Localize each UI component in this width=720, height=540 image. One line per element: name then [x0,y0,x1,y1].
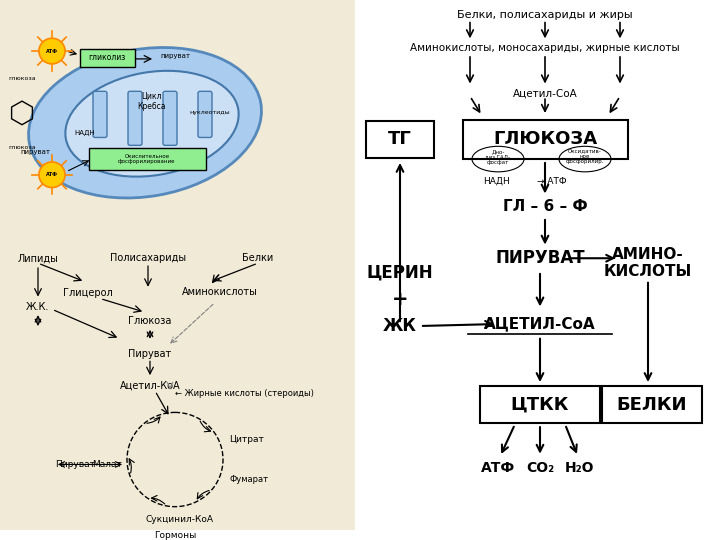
Text: Полисахариды: Полисахариды [110,253,186,264]
Ellipse shape [29,48,261,198]
Circle shape [39,38,65,64]
Text: пируват: пируват [20,149,50,155]
Text: гликолиз: гликолиз [89,53,125,63]
Text: АТФ: АТФ [46,49,58,53]
Text: Ж.К.: Ж.К. [27,302,50,313]
Text: НАДН: НАДН [484,177,510,186]
FancyBboxPatch shape [366,121,434,158]
Text: АТФ: АТФ [46,172,58,177]
Text: Оксидатив-
ное
фосфорилир.: Оксидатив- ное фосфорилир. [566,148,604,164]
Text: ← Жирные кислоты (стероиды): ← Жирные кислоты (стероиды) [175,389,314,398]
Text: АТФ: АТФ [481,462,515,476]
Text: Гормоны: Гормоны [154,531,196,540]
FancyBboxPatch shape [80,49,135,67]
Text: Белки: Белки [243,253,274,264]
Text: → АТФ: → АТФ [537,177,567,186]
Text: нуклеотиды: нуклеотиды [189,110,230,116]
Text: Цикл
Кребса: Цикл Кребса [138,91,166,111]
Text: глюкоза: глюкоза [8,76,36,81]
Text: Окислительное
фосфорилирование: Окислительное фосфорилирование [118,154,176,165]
Text: Ацетил-СоА: Ацетил-СоА [513,89,577,98]
Text: Фумарат: Фумарат [229,475,268,484]
Text: глюкоза: глюкоза [8,145,36,150]
Text: АМИНО-
КИСЛОТЫ: АМИНО- КИСЛОТЫ [604,247,692,279]
FancyBboxPatch shape [163,91,177,145]
Text: Н₂О: Н₂О [565,462,595,476]
FancyBboxPatch shape [128,91,142,145]
Text: БЕЛКИ: БЕЛКИ [617,395,688,414]
Text: Глицерол: Глицерол [63,288,113,298]
Circle shape [39,162,65,187]
Text: +: + [392,290,408,309]
FancyBboxPatch shape [93,91,107,138]
Text: Малат: Малат [92,460,122,469]
Text: Белки, полисахариды и жиры: Белки, полисахариды и жиры [457,10,633,20]
Text: Липиды: Липиды [17,253,58,264]
FancyBboxPatch shape [0,0,355,530]
Text: ЦТКК: ЦТКК [510,395,570,414]
Text: ЖК: ЖК [383,317,417,335]
Text: ГЛЮКОЗА: ГЛЮКОЗА [493,131,597,149]
Text: АЦЕТИЛ-СоА: АЦЕТИЛ-СоА [484,316,596,332]
Ellipse shape [66,71,238,177]
Text: пируват: пируват [160,53,190,59]
Text: НАДН: НАДН [75,130,95,136]
Text: Глюкоза: Глюкоза [128,316,171,326]
Text: Пируват: Пируват [55,460,95,469]
Text: Дно-
лиз ГАД-
фосфат: Дно- лиз ГАД- фосфат [485,149,510,165]
FancyBboxPatch shape [89,148,206,170]
Text: ТГ: ТГ [388,131,412,149]
FancyBboxPatch shape [602,386,702,423]
FancyBboxPatch shape [462,120,628,159]
Text: ГЛ – 6 – Ф: ГЛ – 6 – Ф [503,199,588,214]
Text: Пируват: Пируват [128,349,171,359]
Text: Цитрат: Цитрат [229,435,264,444]
Text: СО₂: СО₂ [526,462,554,476]
Text: ПИРУВАТ: ПИРУВАТ [495,249,585,267]
Text: Аминокислоты, моносахариды, жирные кислоты: Аминокислоты, моносахариды, жирные кисло… [410,43,680,53]
FancyBboxPatch shape [198,91,212,138]
FancyBboxPatch shape [480,386,600,423]
Text: Аминокислоты: Аминокислоты [182,287,258,296]
Text: ЦЕРИН: ЦЕРИН [366,264,433,282]
Text: Ацетил-КоА: Ацетил-КоА [120,381,180,391]
Text: Сукцинил-КоА: Сукцинил-КоА [146,515,214,523]
